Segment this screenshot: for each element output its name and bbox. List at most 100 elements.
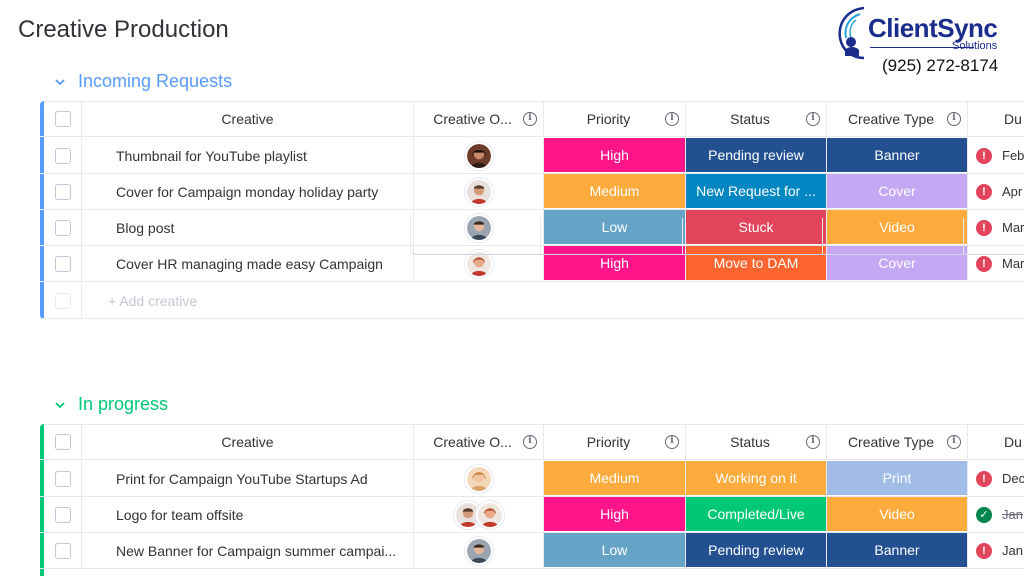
add-item-row[interactable]: + Add creative xyxy=(40,283,1024,319)
item-name[interactable]: New Banner for Campaign summer campai... xyxy=(82,533,414,568)
group-header-incoming[interactable]: Incoming Requests xyxy=(54,71,232,92)
brand-subtitle: Solutions xyxy=(952,40,998,52)
group-header-in-progress[interactable]: In progress xyxy=(54,394,168,415)
alert-icon: ! xyxy=(976,183,992,200)
item-name[interactable]: Cover HR managing made easy Campaign xyxy=(82,246,414,281)
owner-cell[interactable] xyxy=(414,138,544,173)
column-header-status[interactable]: Status i xyxy=(686,424,827,459)
item-name[interactable]: Cover for Campaign monday holiday party xyxy=(82,174,414,209)
column-header-creative[interactable]: Creative xyxy=(82,101,414,136)
info-icon[interactable]: i xyxy=(947,112,961,126)
alert-icon: ! xyxy=(976,147,992,164)
row-checkbox[interactable] xyxy=(54,219,71,236)
due-cell[interactable]: ! Apr xyxy=(968,174,1024,209)
column-header-due[interactable]: Du xyxy=(968,424,1024,459)
item-name[interactable]: Logo for team offsite xyxy=(82,497,414,532)
priority-cell[interactable]: Medium xyxy=(544,461,686,496)
table-row[interactable]: Print for Campaign YouTube Startups Ad M… xyxy=(40,461,1024,497)
type-cell[interactable]: Cover xyxy=(827,246,968,281)
table-row[interactable]: Blog post Low Stuck Video ! Mar xyxy=(40,210,1024,246)
status-cell[interactable]: Completed/Live xyxy=(686,497,827,532)
table-row[interactable]: New Banner for Campaign summer campai...… xyxy=(40,533,1024,569)
alert-icon: ! xyxy=(976,219,992,236)
status-cell[interactable]: Working on it xyxy=(686,461,827,496)
chevron-down-icon[interactable] xyxy=(54,76,66,88)
type-cell[interactable]: Banner xyxy=(827,138,968,173)
priority-cell[interactable]: High xyxy=(544,138,686,173)
type-cell[interactable]: Banner xyxy=(827,533,968,568)
info-icon[interactable]: i xyxy=(947,435,961,449)
due-cell[interactable]: ! Feb xyxy=(968,138,1024,173)
status-cell[interactable]: New Request for ... xyxy=(686,174,827,209)
table-header-row: Creative Creative O... i Priority i Status… xyxy=(40,101,1024,137)
row-checkbox[interactable] xyxy=(54,542,71,559)
info-icon[interactable]: i xyxy=(523,112,537,126)
row-checkbox[interactable] xyxy=(54,255,71,272)
column-header-priority[interactable]: Priority i xyxy=(544,101,686,136)
brand-divider xyxy=(870,47,974,48)
priority-label: Medium xyxy=(544,461,685,496)
priority-cell[interactable]: Low xyxy=(544,210,686,245)
select-all-cell[interactable] xyxy=(44,424,82,459)
info-icon[interactable]: i xyxy=(665,435,679,449)
row-checkbox[interactable] xyxy=(54,183,71,200)
status-cell[interactable]: Stuck xyxy=(686,210,827,245)
row-checkbox[interactable] xyxy=(54,470,71,487)
column-header-creative[interactable]: Creative xyxy=(82,424,414,459)
avatar xyxy=(464,177,493,206)
add-item-input[interactable]: + Add creative xyxy=(108,292,198,309)
status-cell[interactable]: Move to DAM xyxy=(686,246,827,281)
column-header-priority[interactable]: Priority i xyxy=(544,424,686,459)
priority-cell[interactable]: High xyxy=(544,497,686,532)
priority-label: Medium xyxy=(544,174,685,209)
due-cell[interactable]: ! Mar xyxy=(968,246,1024,281)
group-color-bar xyxy=(40,101,44,319)
priority-cell[interactable]: Low xyxy=(544,533,686,568)
type-cell[interactable]: Print xyxy=(827,461,968,496)
info-icon[interactable]: i xyxy=(806,435,820,449)
brand-logo: ClientSync Solutions (925) 272-8174 xyxy=(834,4,1020,76)
status-label: Stuck xyxy=(686,210,826,245)
owner-cell[interactable] xyxy=(414,497,544,532)
due-cell[interactable]: ! Dec xyxy=(968,461,1024,496)
column-header-owner[interactable]: Creative O... i xyxy=(414,101,544,136)
due-cell[interactable]: ! Jan xyxy=(968,533,1024,568)
row-checkbox[interactable] xyxy=(54,506,71,523)
avatar xyxy=(464,249,493,278)
owner-cell[interactable] xyxy=(414,461,544,496)
table-row[interactable]: Logo for team offsite High Completed/Liv… xyxy=(40,497,1024,533)
owner-cell[interactable] xyxy=(414,533,544,568)
status-cell[interactable]: Pending review xyxy=(686,138,827,173)
owner-cell[interactable] xyxy=(414,246,544,281)
column-header-owner[interactable]: Creative O... i xyxy=(414,424,544,459)
status-label: New Request for ... xyxy=(686,174,826,209)
select-all-cell[interactable] xyxy=(44,101,82,136)
owner-cell[interactable] xyxy=(414,174,544,209)
column-header-due[interactable]: Du xyxy=(968,101,1024,136)
select-all-checkbox[interactable] xyxy=(54,111,71,127)
priority-cell[interactable]: High xyxy=(544,246,686,281)
type-cell[interactable]: Cover xyxy=(827,174,968,209)
table-row[interactable]: Cover for Campaign monday holiday party … xyxy=(40,174,1024,210)
group-title: In progress xyxy=(78,394,169,414)
info-icon[interactable]: i xyxy=(806,112,820,126)
owner-cell[interactable] xyxy=(414,210,544,245)
column-header-type[interactable]: Creative Type i xyxy=(827,424,968,459)
info-icon[interactable]: i xyxy=(523,435,537,449)
column-header-type[interactable]: Creative Type i xyxy=(827,101,968,136)
column-header-status[interactable]: Status i xyxy=(686,101,827,136)
select-all-checkbox[interactable] xyxy=(54,434,71,450)
item-name[interactable]: Thumbnail for YouTube playlist xyxy=(82,138,414,173)
chevron-down-icon[interactable] xyxy=(54,399,66,411)
type-cell[interactable]: Video xyxy=(827,210,968,245)
table-row[interactable]: Cover HR managing made easy Campaign Hig… xyxy=(40,246,1024,282)
table-row[interactable]: Thumbnail for YouTube playlist High Pend… xyxy=(40,138,1024,174)
item-name[interactable]: Print for Campaign YouTube Startups Ad xyxy=(82,461,414,496)
priority-cell[interactable]: Medium xyxy=(544,174,686,209)
row-checkbox[interactable] xyxy=(54,147,71,164)
item-name[interactable]: Blog post xyxy=(82,210,414,245)
status-cell[interactable]: Pending review xyxy=(686,533,827,568)
info-icon[interactable]: i xyxy=(665,112,679,126)
due-cell[interactable]: ✓ Jan xyxy=(968,497,1024,532)
type-cell[interactable]: Video xyxy=(827,497,968,532)
